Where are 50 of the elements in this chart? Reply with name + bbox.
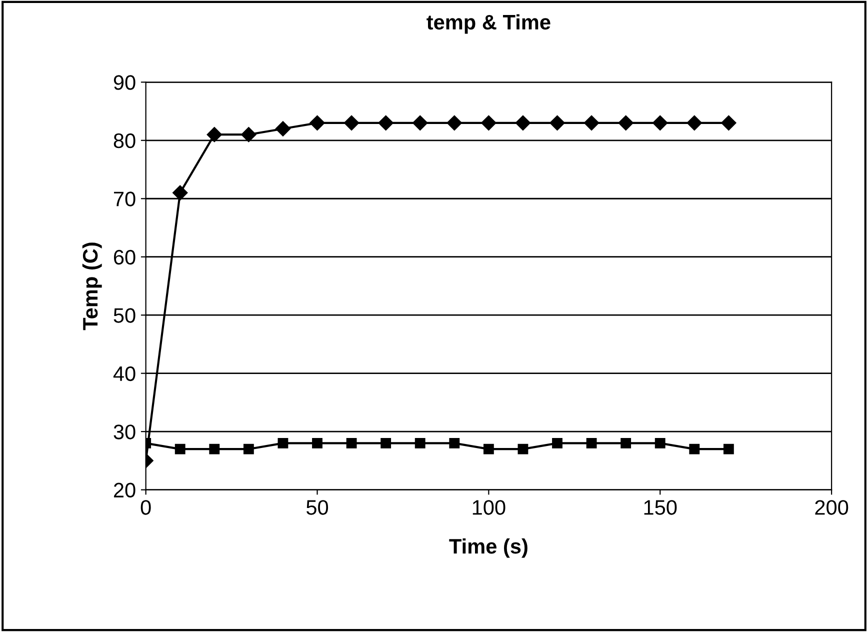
point xyxy=(380,438,392,448)
y-tick-label: 60 xyxy=(114,250,136,265)
x-tick-label: 150 xyxy=(644,500,677,515)
point xyxy=(275,121,291,136)
point xyxy=(518,444,528,454)
x-axis-title: Time (s) xyxy=(449,538,528,558)
point xyxy=(654,438,666,448)
point xyxy=(483,444,494,454)
y-tick-label: 80 xyxy=(114,133,136,148)
point xyxy=(172,185,188,200)
point xyxy=(310,115,325,130)
y-tick-label: 50 xyxy=(114,308,136,323)
x-tick-label: 0 xyxy=(140,500,151,515)
point xyxy=(550,115,565,130)
point xyxy=(481,115,496,130)
point xyxy=(209,444,220,454)
point xyxy=(346,438,357,448)
point xyxy=(721,115,736,130)
chart-title: temp & Time xyxy=(426,14,550,34)
point xyxy=(552,438,562,448)
point xyxy=(620,438,632,448)
point xyxy=(378,115,394,130)
y-tick-label: 90 xyxy=(114,75,136,90)
x-tick-label: 50 xyxy=(306,500,328,515)
point xyxy=(515,115,531,130)
point xyxy=(414,438,426,448)
point xyxy=(241,127,256,142)
point xyxy=(584,115,600,130)
point xyxy=(686,115,702,130)
point xyxy=(449,438,460,448)
point xyxy=(243,444,254,454)
y-axis-title: Temp (C) xyxy=(82,242,102,330)
point xyxy=(412,115,428,130)
point xyxy=(723,444,734,454)
y-tick-label: 70 xyxy=(114,192,136,206)
point xyxy=(278,438,288,448)
point xyxy=(689,444,700,454)
point xyxy=(618,115,634,130)
y-tick-label: 30 xyxy=(114,424,136,440)
x-tick-label: 100 xyxy=(472,500,506,515)
point xyxy=(586,438,597,448)
point xyxy=(446,115,462,130)
y-tick-label: 20 xyxy=(114,482,136,498)
point xyxy=(174,444,186,454)
x-tick-label: 200 xyxy=(815,500,848,515)
point xyxy=(344,115,360,130)
y-tick-label: 40 xyxy=(113,366,136,382)
point xyxy=(206,127,222,142)
point xyxy=(312,438,322,448)
point xyxy=(652,115,668,130)
